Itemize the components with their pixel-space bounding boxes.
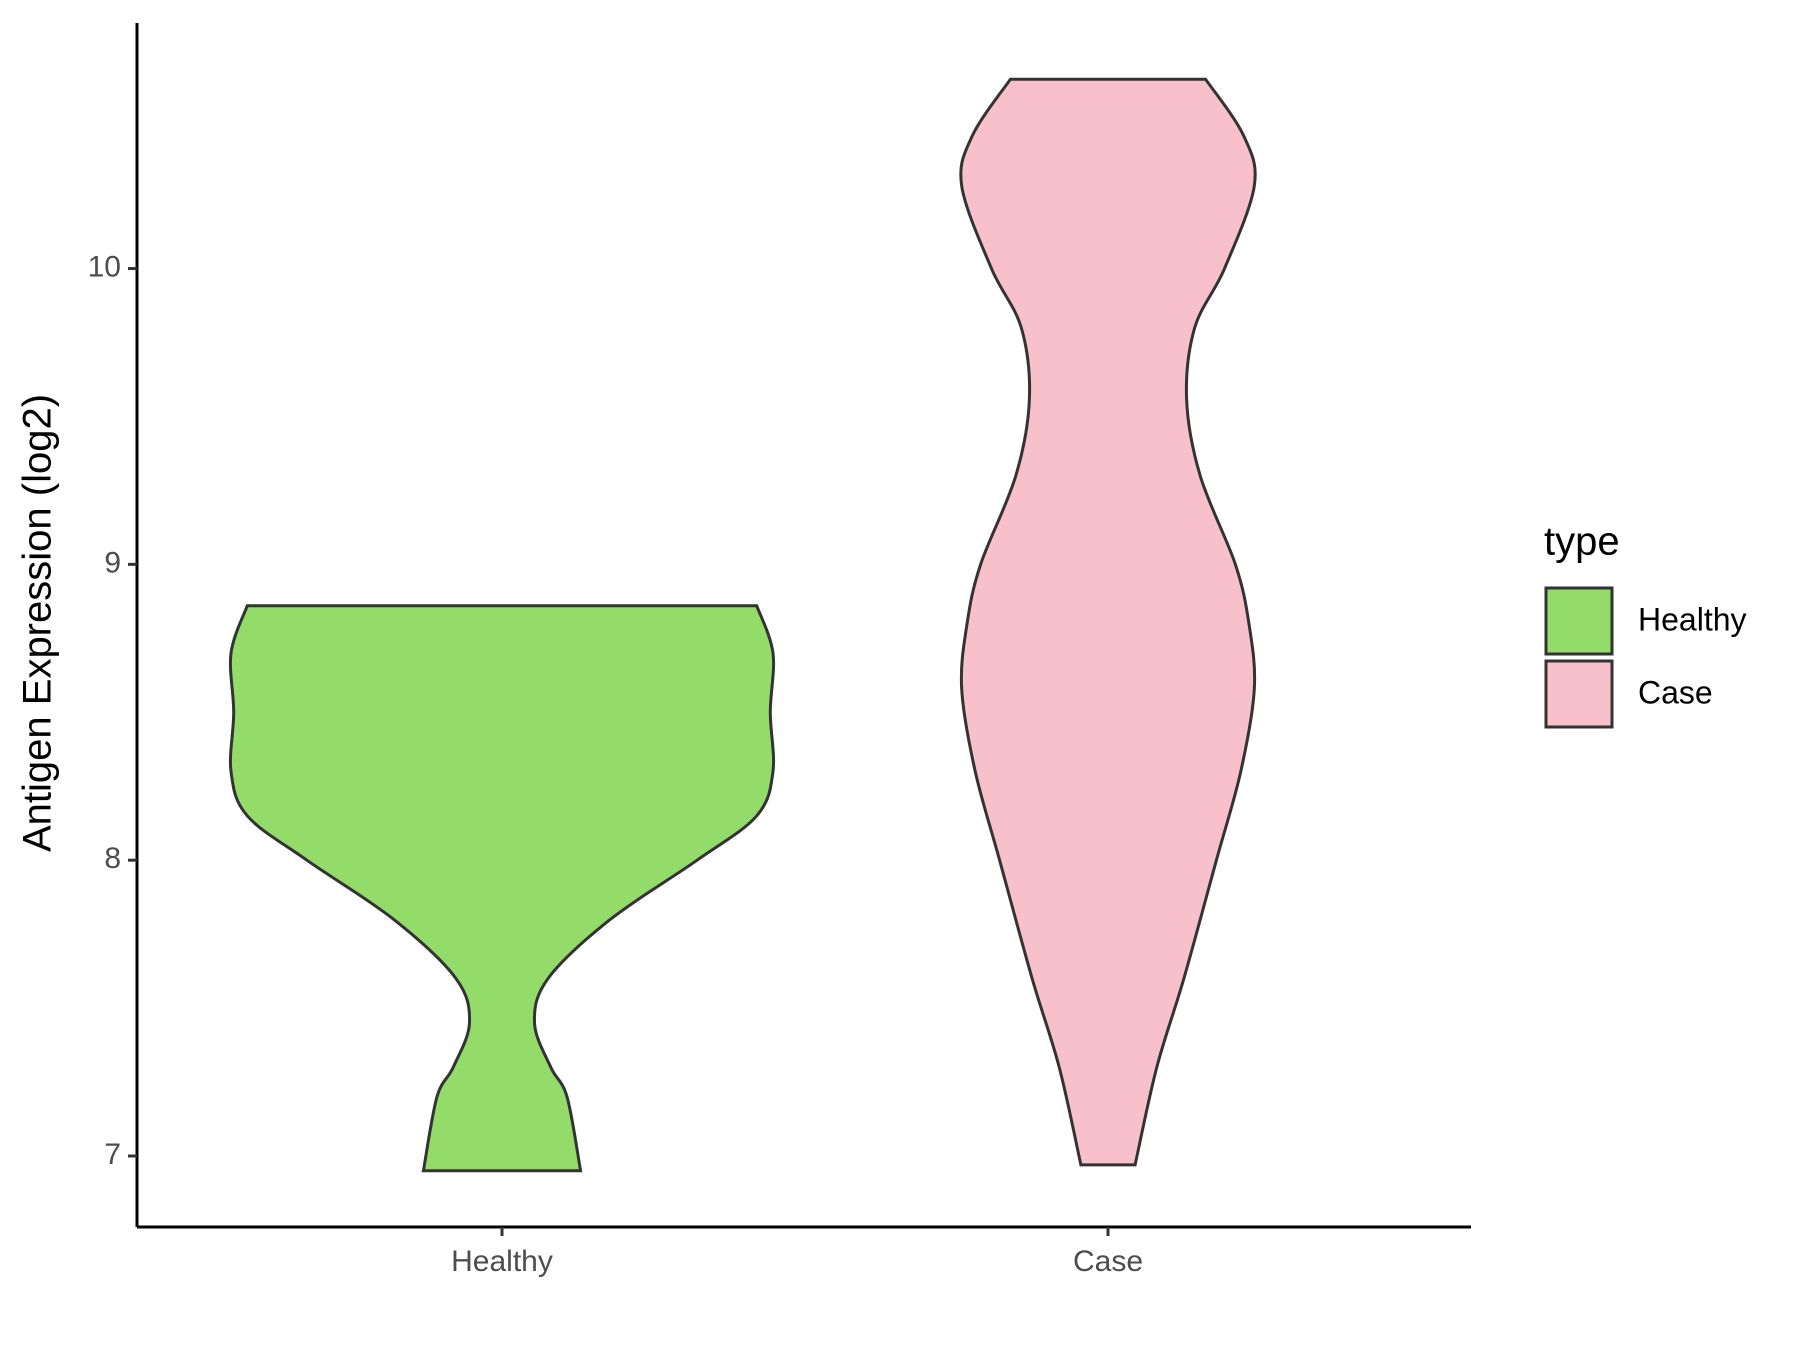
violin — [228, 604, 776, 1173]
y-tick-label: 7 — [104, 1138, 121, 1171]
y-tick-label: 10 — [88, 250, 121, 283]
legend-key — [1544, 659, 1614, 729]
legend-key — [1544, 586, 1614, 656]
legend-label: Healthy — [1638, 601, 1747, 637]
y-tick-label: 9 — [104, 546, 121, 579]
x-tick-label: Case — [1073, 1245, 1143, 1278]
legend-label: Case — [1638, 674, 1713, 710]
y-tick-label: 8 — [104, 842, 121, 875]
legend-title: type — [1544, 520, 1620, 564]
violin — [959, 77, 1257, 1167]
y-axis-title: Antigen Expression (log2) — [16, 394, 60, 852]
x-tick-label: Healthy — [451, 1245, 553, 1278]
